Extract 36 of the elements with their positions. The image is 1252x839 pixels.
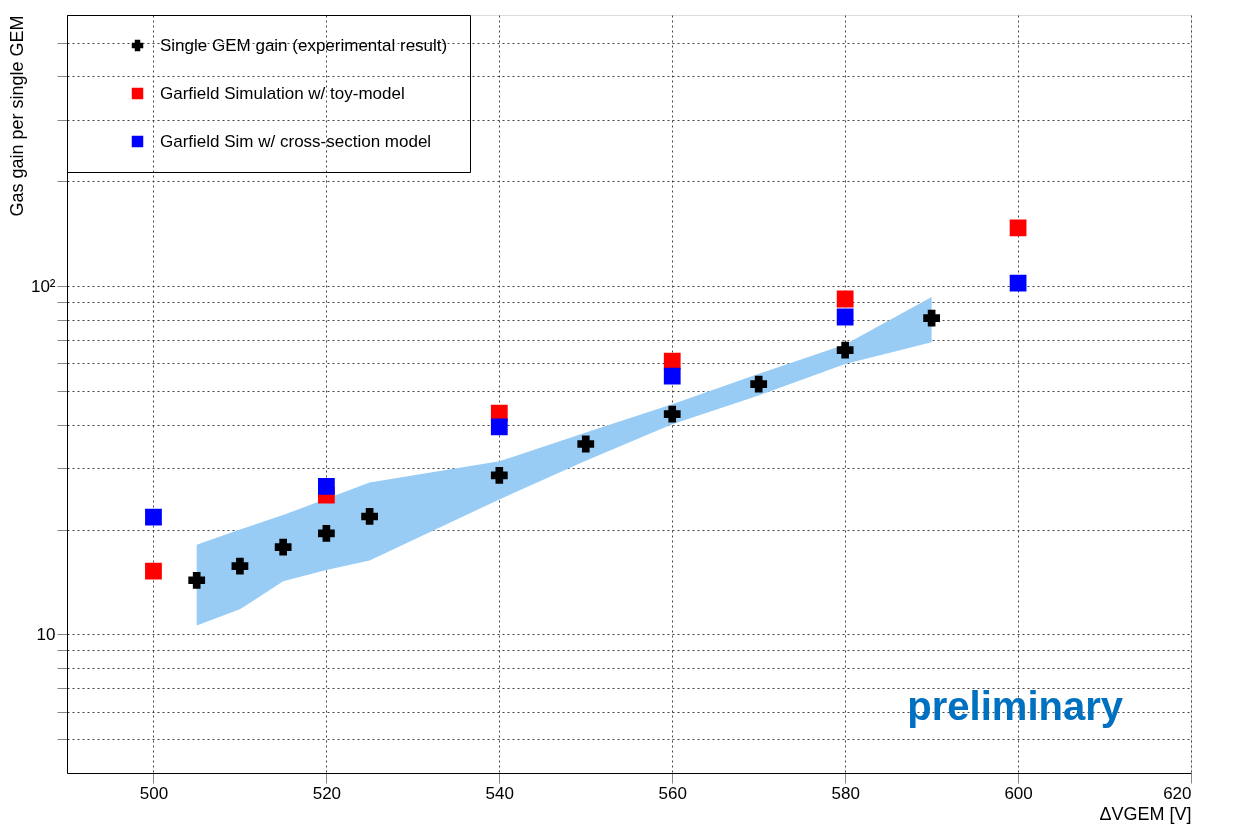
point [145,562,162,580]
annotation: preliminary [907,684,1124,728]
x-tick-label: 580 [831,783,860,803]
legend-label: Single GEM gain (experimental result) [160,35,448,55]
legend-label: Garfield Simulation w/ toy-model [160,83,405,103]
x-tick-label: 620 [1163,783,1192,803]
point [318,524,335,542]
legend-label: Garfield Sim w/ cross-section model [160,131,432,151]
x-tick-label: 500 [139,783,169,803]
point [145,508,162,526]
x-tick-label: 540 [485,783,514,803]
x-tick-label: 560 [658,783,687,803]
x-tick-label: 520 [312,783,342,803]
point [1009,219,1027,237]
point [836,290,854,308]
point [490,418,508,436]
point [663,405,681,423]
x-axis-title: ΔVGEM [V] [1099,803,1192,824]
y-tick-label: 10² [30,276,56,296]
point [318,478,335,495]
point [577,435,595,453]
point [274,538,292,556]
x-tick-label: 600 [1004,783,1033,803]
point [231,557,249,575]
point [490,467,508,484]
point [1009,274,1027,292]
point [923,309,940,327]
point [663,352,681,370]
point [836,308,854,326]
y-axis-title: Gas gain per single GEM [6,15,27,217]
point [750,375,768,393]
point [836,341,854,359]
point [663,367,681,385]
y-tick-label: 10 [36,624,56,644]
point [188,571,206,589]
point [361,508,378,525]
